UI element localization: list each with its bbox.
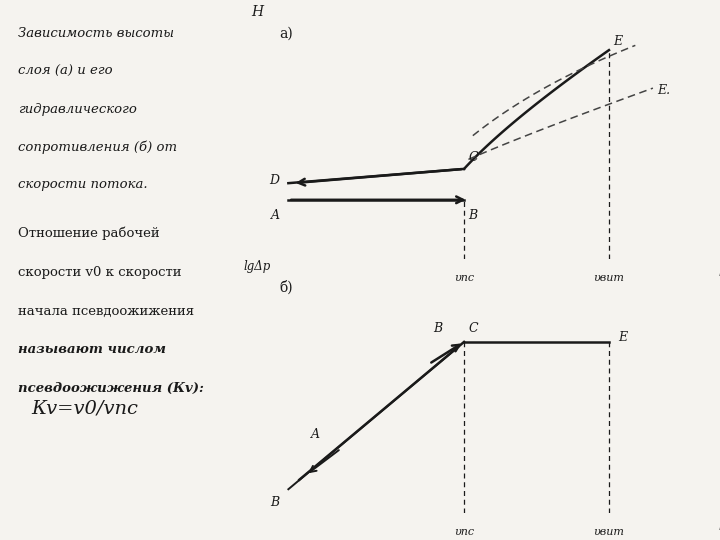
Text: C: C bbox=[469, 322, 478, 335]
Text: lgΔp: lgΔp bbox=[244, 260, 271, 273]
Text: называют числом: называют числом bbox=[18, 343, 166, 356]
Text: E.: E. bbox=[657, 84, 670, 97]
Text: сопротивления (б) от: сопротивления (б) от bbox=[18, 140, 177, 154]
Text: E: E bbox=[618, 330, 627, 343]
Text: D: D bbox=[269, 174, 279, 187]
Text: слоя (а) и его: слоя (а) и его bbox=[18, 65, 113, 78]
Text: гидравлического: гидравлического bbox=[18, 103, 137, 116]
Text: E: E bbox=[613, 35, 623, 48]
Text: б): б) bbox=[279, 280, 293, 294]
Text: скорости потока.: скорости потока. bbox=[18, 178, 148, 191]
Text: B: B bbox=[469, 210, 477, 222]
Text: B: B bbox=[433, 322, 442, 335]
Text: Кv=v0/vпс: Кv=v0/vпс bbox=[31, 400, 138, 417]
Text: A: A bbox=[271, 210, 279, 222]
Text: Отношение рабочей: Отношение рабочей bbox=[18, 227, 160, 240]
Text: C: C bbox=[469, 151, 478, 164]
Text: υпс: υпс bbox=[454, 273, 474, 284]
Text: υвит: υвит bbox=[593, 527, 624, 537]
Text: lg υ: lg υ bbox=[719, 266, 720, 279]
Text: скорости v0 к скорости: скорости v0 к скорости bbox=[18, 266, 181, 279]
Text: псевдоожижения (Кv):: псевдоожижения (Кv): bbox=[18, 382, 204, 395]
Text: lg υ: lg υ bbox=[719, 520, 720, 533]
Text: υвит: υвит bbox=[593, 273, 624, 284]
Text: начала псевдоожижения: начала псевдоожижения bbox=[18, 305, 194, 318]
Text: A: A bbox=[311, 428, 320, 442]
Text: υпс: υпс bbox=[454, 527, 474, 537]
Text: B: B bbox=[271, 496, 279, 509]
Text: H: H bbox=[251, 5, 264, 19]
Text: а): а) bbox=[279, 26, 293, 40]
Text: Зависимость высоты: Зависимость высоты bbox=[18, 27, 174, 40]
